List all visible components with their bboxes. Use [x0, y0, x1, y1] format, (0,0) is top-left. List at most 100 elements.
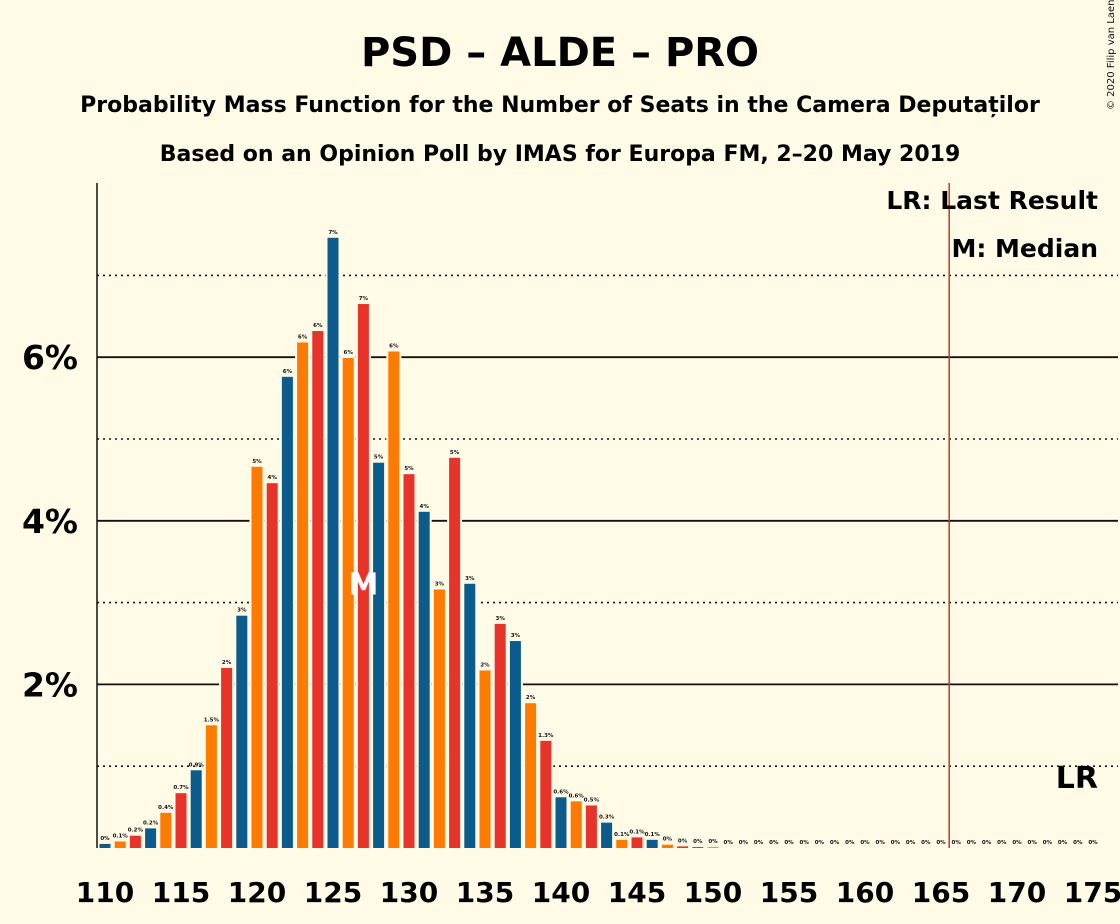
y-tick-labels: 2% 4% 6%: [22, 338, 78, 704]
data-label: 0%: [997, 840, 1007, 846]
y-tick-label: 4%: [22, 502, 78, 541]
data-label: 2%: [480, 662, 490, 668]
bar: [707, 847, 719, 848]
bar: [677, 846, 689, 848]
data-label: 0%: [921, 840, 931, 846]
bar: [570, 801, 582, 848]
data-label: 3%: [511, 633, 521, 639]
chart-title: PSD – ALDE – PRO: [361, 30, 759, 76]
data-label: 0%: [830, 840, 840, 846]
data-label: 0%: [860, 840, 870, 846]
data-label: 2%: [526, 695, 536, 701]
data-label: 6%: [313, 323, 323, 329]
data-label: 0%: [693, 839, 703, 845]
bar: [312, 331, 324, 848]
data-label: 3%: [465, 576, 475, 582]
data-labels: 0% 0.1%0.2%0.2%0.4%0.7%0.9%1.5%2%3%5%4%6%…: [100, 230, 1098, 846]
bar: [494, 623, 506, 848]
data-label: 6%: [283, 369, 293, 375]
bar: [585, 805, 597, 848]
bar: [99, 843, 111, 848]
data-label: 0.6%: [553, 789, 569, 795]
bar: [601, 822, 613, 848]
bar: [236, 615, 248, 848]
chart-subtitle-2: Based on an Opinion Poll by IMAS for Eur…: [160, 142, 961, 167]
data-label: 0%: [1073, 840, 1083, 846]
data-label: 0%: [1028, 840, 1038, 846]
data-label: 0.9%: [189, 762, 205, 768]
data-label: 0%: [815, 840, 825, 846]
data-label: 0%: [784, 840, 794, 846]
median-marker: M: [348, 567, 378, 602]
data-label: 0%: [663, 837, 673, 843]
data-label: 5%: [252, 459, 262, 465]
data-label: 4%: [268, 475, 278, 481]
bar: [357, 304, 369, 848]
bar: [114, 841, 126, 848]
bar: [373, 462, 385, 848]
last-result-label: LR: [1056, 761, 1098, 796]
bar: [266, 483, 278, 848]
bar: [221, 668, 233, 848]
data-label: 0%: [845, 840, 855, 846]
bar: [616, 839, 628, 848]
bar: [190, 770, 202, 848]
x-tick-label: 145: [608, 876, 666, 909]
x-tick-label: 165: [912, 876, 970, 909]
bar: [129, 835, 141, 848]
bar: [661, 844, 673, 848]
bar: [525, 703, 537, 848]
data-label: 0.7%: [173, 785, 189, 791]
y-tick-label: 6%: [22, 338, 78, 377]
bar-gap: [690, 845, 706, 848]
y-tick-label: 2%: [22, 665, 78, 704]
legend-last-result: LR: Last Result: [886, 186, 1098, 215]
data-label: 0%: [754, 840, 764, 846]
chart-subtitle-1: Probability Mass Function for the Number…: [80, 93, 1040, 118]
data-label: 0%: [891, 840, 901, 846]
data-label: 3%: [237, 608, 247, 614]
data-label: 4%: [420, 504, 430, 510]
x-tick-label: 120: [228, 876, 286, 909]
bar: [403, 474, 415, 848]
bar: [145, 828, 157, 848]
data-label: 0%: [876, 840, 886, 846]
data-label: 0%: [936, 840, 946, 846]
data-label: 1.5%: [204, 717, 220, 723]
bar: [555, 797, 567, 848]
bar: [540, 740, 552, 848]
data-label: 0%: [1058, 840, 1068, 846]
x-tick-label: 155: [760, 876, 818, 909]
data-label: 0%: [906, 840, 916, 846]
data-label: 0.1%: [629, 829, 645, 835]
x-tick-label: 125: [304, 876, 362, 909]
x-tick-label: 130: [380, 876, 438, 909]
copyright-note: © 2020 Filip van Laenen: [1106, 0, 1117, 110]
bar: [631, 837, 643, 848]
bar: [646, 839, 658, 848]
bar-gap: [675, 844, 691, 848]
bar: [281, 376, 293, 848]
bar: [479, 670, 491, 848]
bar: [509, 641, 521, 848]
data-label: 5%: [404, 466, 414, 472]
data-label: 0%: [967, 840, 977, 846]
x-tick-label: 150: [684, 876, 742, 909]
bar: [692, 847, 704, 848]
data-label: 0%: [1043, 840, 1053, 846]
data-label: 0%: [739, 840, 749, 846]
data-label: 0%: [100, 836, 110, 842]
bar: [449, 457, 461, 848]
data-label: 5%: [450, 450, 460, 456]
data-label: 0%: [952, 840, 962, 846]
data-label: 0.5%: [584, 797, 600, 803]
data-label: 0%: [724, 840, 734, 846]
data-label: 6%: [389, 343, 399, 349]
bar: [160, 812, 172, 848]
legend-median: M: Median: [951, 234, 1098, 263]
data-label: 0.1%: [645, 832, 661, 838]
data-label: 0.2%: [143, 820, 159, 826]
data-label: 7%: [359, 296, 369, 302]
bar: [251, 466, 263, 848]
